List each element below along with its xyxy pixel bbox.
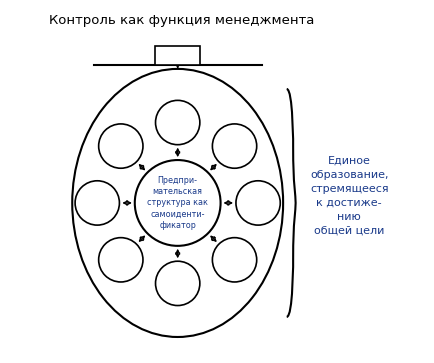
Circle shape — [135, 160, 220, 246]
Circle shape — [75, 181, 119, 225]
Circle shape — [155, 100, 200, 145]
Circle shape — [212, 124, 257, 168]
Text: Контроль как функция менеджмента: Контроль как функция менеджмента — [49, 14, 314, 27]
Circle shape — [155, 261, 200, 306]
Circle shape — [99, 124, 143, 168]
Bar — [155, 46, 200, 65]
Text: Единое
образование,
стремящееся
к достиже-
нию
общей цели: Единое образование, стремящееся к достиж… — [310, 156, 388, 236]
Ellipse shape — [72, 69, 283, 337]
Circle shape — [212, 238, 257, 282]
Circle shape — [99, 238, 143, 282]
Circle shape — [236, 181, 280, 225]
Text: Предпри-
мательская
структура как
самоиденти-
фикатор: Предпри- мательская структура как самоид… — [147, 176, 208, 231]
